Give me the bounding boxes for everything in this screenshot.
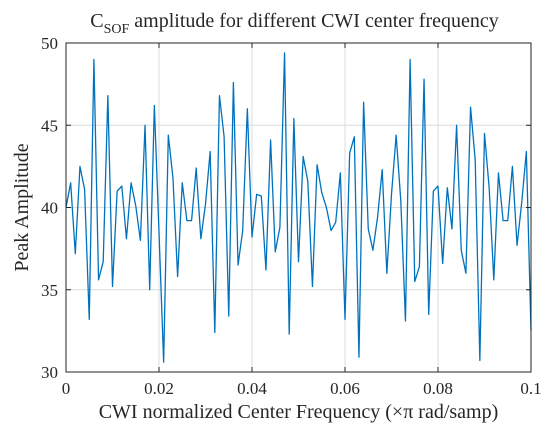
y-tick-label: 40 [41,199,58,218]
chart-title-main: C [90,10,103,32]
plot-area [65,52,532,363]
x-tick-label: 0.1 [520,379,541,398]
y-tick-label: 30 [41,363,58,382]
x-axis-label: CWI normalized Center Frequency (×π rad/… [99,401,499,423]
chart-title: CSOF amplitude for different CWI center … [90,10,499,37]
chart-title-rest: amplitude for different CWI center frequ… [129,10,498,32]
series-line [65,52,532,363]
y-tick-label: 50 [41,34,58,53]
x-tick-label: 0.06 [330,379,360,398]
x-tick-label: 0 [62,379,71,398]
y-tick-label: 35 [41,281,58,300]
x-tick-label: 0.04 [237,379,267,398]
y-axis-label: Peak Amplitude [11,143,33,271]
chart-title-subscript: SOF [104,22,130,37]
x-tick-label: 0.02 [144,379,174,398]
y-tick-label: 45 [41,116,58,135]
ticks: 0 0.02 0.04 0.06 0.08 0.1 30 35 40 45 50 [41,34,542,398]
x-tick-label: 0.08 [423,379,453,398]
